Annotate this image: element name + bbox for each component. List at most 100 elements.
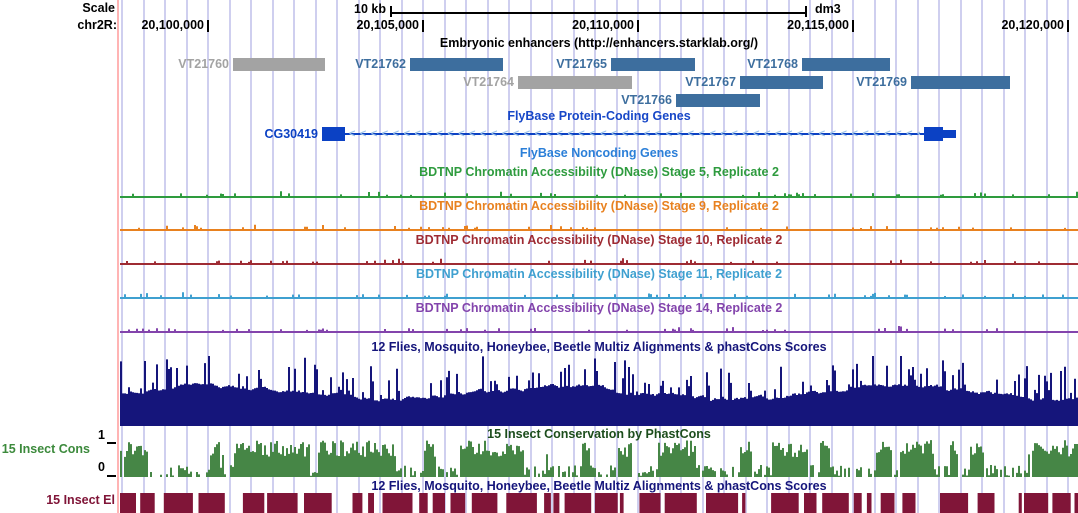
dnase-signal-3-path xyxy=(120,292,1078,299)
grid-line xyxy=(293,0,295,513)
dnase-signal-0-path xyxy=(120,191,1078,198)
grid-line xyxy=(422,0,424,513)
grid-line xyxy=(959,0,962,513)
chromosome-label: chr2R: xyxy=(77,18,117,32)
grid-line xyxy=(314,0,317,513)
enhancer-label-vt21764[interactable]: VT21764 xyxy=(463,75,514,89)
dnase-signal-1[interactable] xyxy=(120,224,1078,232)
enhancer-label-vt21768[interactable]: VT21768 xyxy=(747,57,798,71)
dnase-signal-3[interactable] xyxy=(120,292,1078,300)
insect-elements-bars[interactable] xyxy=(120,493,1078,513)
enhancer-label-vt21766[interactable]: VT21766 xyxy=(621,93,672,107)
ruler-label: 10 kb xyxy=(354,2,386,16)
axis-max-tick xyxy=(107,442,116,444)
track-title-embryonic-enhancers[interactable]: Embryonic enhancers (http://enhancers.st… xyxy=(439,36,759,50)
track-title-flybase-noncoding[interactable]: FlyBase Noncoding Genes xyxy=(519,146,679,160)
gene-exon[interactable] xyxy=(322,127,345,141)
grid-line xyxy=(400,0,403,513)
coordinate-tick xyxy=(1067,20,1069,32)
grid-line xyxy=(938,0,940,513)
coordinate-label: 20,120,000 xyxy=(1001,18,1064,32)
grid-line xyxy=(164,0,166,513)
grid-line xyxy=(529,0,532,513)
grid-line xyxy=(594,0,596,513)
enhancer-label-vt21762[interactable]: VT21762 xyxy=(355,57,406,71)
ruler-right-tick xyxy=(805,6,807,17)
grid-line xyxy=(465,0,467,513)
enhancer-box-vt21766[interactable] xyxy=(676,94,760,107)
track-left-label-phastcons[interactable]: 15 Insect Cons xyxy=(1,442,90,456)
grid-line xyxy=(379,0,381,513)
grid-line xyxy=(637,0,639,513)
grid-line xyxy=(1067,0,1069,513)
track-left-label-insect-elements[interactable]: 15 Insect El xyxy=(46,493,115,507)
grid-line xyxy=(744,0,747,513)
coordinate-label: 20,105,000 xyxy=(356,18,419,32)
gene-exon[interactable] xyxy=(943,130,956,138)
enhancer-label-vt21769[interactable]: VT21769 xyxy=(856,75,907,89)
grid-line xyxy=(680,0,682,513)
coordinate-tick xyxy=(637,20,639,32)
enhancer-box-vt21760[interactable] xyxy=(233,58,325,71)
track-title-dnase-0[interactable]: BDTNP Chromatin Accessibility (DNase) St… xyxy=(419,165,779,179)
grid-line xyxy=(830,0,833,513)
multiz-histogram-bars-path xyxy=(120,356,1078,426)
dnase-signal-4[interactable] xyxy=(120,326,1078,334)
view-left-edge-marker xyxy=(117,0,119,513)
gene-label-cg30419[interactable]: CG30419 xyxy=(264,127,318,141)
coordinate-tick xyxy=(422,20,424,32)
enhancer-box-vt21768[interactable] xyxy=(802,58,890,71)
grid-line xyxy=(271,0,274,513)
coordinate-label: 20,110,000 xyxy=(572,18,634,32)
insect-elements-bars-path xyxy=(120,493,1078,513)
track-title-flybase-protein-coding[interactable]: FlyBase Protein-Coding Genes xyxy=(507,109,691,123)
ruler-bar xyxy=(390,12,807,14)
phastcons-histogram-bars[interactable] xyxy=(120,440,1078,478)
grid-line xyxy=(336,0,338,513)
axis-min-tick xyxy=(107,475,116,477)
grid-line xyxy=(250,0,252,513)
track-title-multiz-top[interactable]: 12 Flies, Mosquito, Honeybee, Beetle Mul… xyxy=(371,340,827,354)
grid-line xyxy=(443,0,446,513)
gene-strand-arrows: <<<<<<<<<<<<<<<<<<<<<<<<<<<<<<<<<<<<<<<<… xyxy=(349,128,920,140)
grid-line xyxy=(873,0,876,513)
ruler-left-tick xyxy=(390,6,392,17)
gene-intron-line[interactable] xyxy=(345,133,924,135)
enhancer-label-vt21760[interactable]: VT21760 xyxy=(178,57,229,71)
track-title-phastcons[interactable]: 15 Insect Conservation by PhastCons xyxy=(487,427,711,441)
enhancer-box-vt21769[interactable] xyxy=(911,76,1010,89)
grid-line xyxy=(981,0,983,513)
coordinate-label: 20,100,000 xyxy=(141,18,204,32)
enhancer-box-vt21762[interactable] xyxy=(410,58,503,71)
grid-line xyxy=(658,0,661,513)
enhancer-label-vt21765[interactable]: VT21765 xyxy=(556,57,607,71)
track-title-dnase-3[interactable]: BDTNP Chromatin Accessibility (DNase) St… xyxy=(415,267,783,281)
enhancer-label-vt21767[interactable]: VT21767 xyxy=(685,75,736,89)
dnase-signal-1-path xyxy=(120,224,1078,231)
multiz-histogram-bars[interactable] xyxy=(120,356,1078,427)
enhancer-box-vt21765[interactable] xyxy=(611,58,695,71)
gene-exon[interactable] xyxy=(924,127,943,141)
grid-line xyxy=(852,0,854,513)
track-title-dnase-1[interactable]: BDTNP Chromatin Accessibility (DNase) St… xyxy=(419,199,779,213)
assembly-label: dm3 xyxy=(815,2,841,16)
coordinate-label: 20,115,000 xyxy=(787,18,849,32)
dnase-signal-2[interactable] xyxy=(120,258,1078,266)
coordinate-tick xyxy=(207,20,209,32)
grid-line xyxy=(916,0,919,513)
track-title-dnase-4[interactable]: BDTNP Chromatin Accessibility (DNase) St… xyxy=(415,301,783,315)
track-title-multiz-bottom[interactable]: 12 Flies, Mosquito, Honeybee, Beetle Mul… xyxy=(371,479,827,493)
grid-line xyxy=(572,0,575,513)
enhancer-box-vt21764[interactable] xyxy=(518,76,632,89)
enhancer-box-vt21767[interactable] xyxy=(740,76,823,89)
axis-max-label: 1 xyxy=(98,428,105,442)
dnase-signal-0[interactable] xyxy=(120,191,1078,199)
track-title-dnase-2[interactable]: BDTNP Chromatin Accessibility (DNase) St… xyxy=(415,233,783,247)
grid-line xyxy=(508,0,510,513)
coordinate-tick xyxy=(852,20,854,32)
grid-line xyxy=(787,0,790,513)
grid-line xyxy=(895,0,897,513)
grid-line xyxy=(142,0,145,513)
grid-line xyxy=(1002,0,1005,513)
